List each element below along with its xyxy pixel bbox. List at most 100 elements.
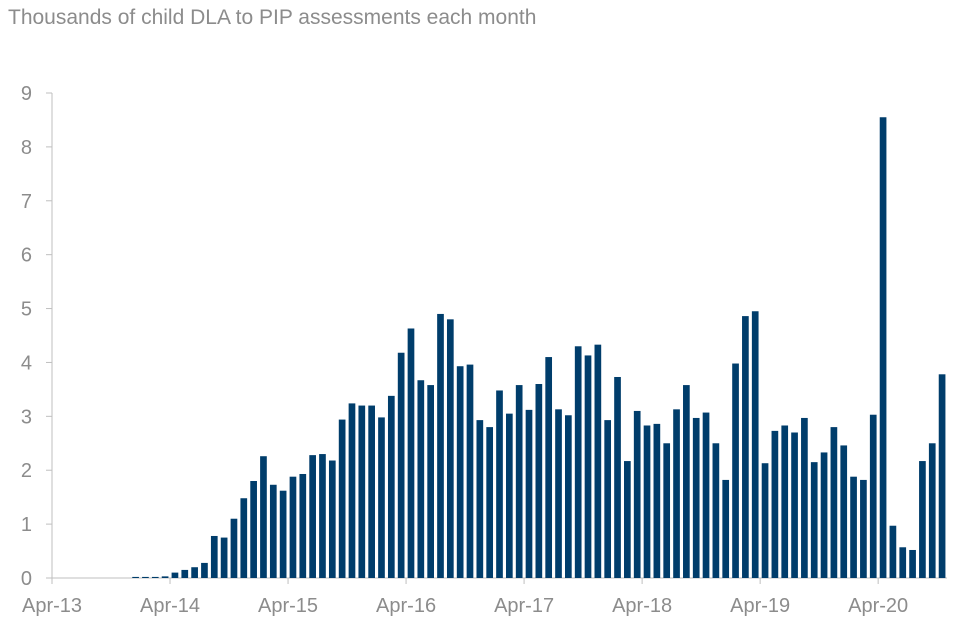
- bar: [427, 385, 434, 578]
- bar: [673, 409, 680, 578]
- y-tick-label: 4: [21, 352, 32, 374]
- chart-title: Thousands of child DLA to PIP assessment…: [8, 6, 537, 29]
- bar: [279, 490, 287, 578]
- bar: [545, 357, 553, 578]
- bar: [171, 572, 179, 578]
- bar: [810, 462, 818, 578]
- bar: [368, 405, 375, 578]
- bar: [594, 344, 602, 578]
- bar: [387, 395, 395, 578]
- y-axis: 0 1 2 3 4 5 6 7 8 9: [21, 83, 53, 590]
- bar: [919, 461, 926, 578]
- x-tick-label: Apr-14: [140, 595, 200, 617]
- bar: [338, 419, 346, 578]
- bar: [879, 117, 887, 578]
- bar: [250, 481, 257, 578]
- x-tick-label: Apr-17: [494, 595, 554, 617]
- bar: [565, 415, 572, 578]
- bar: [781, 425, 789, 578]
- bar: [850, 476, 857, 578]
- bar: [191, 567, 198, 578]
- x-tick-label: Apr-16: [376, 595, 436, 617]
- bar-series: [132, 117, 946, 578]
- y-tick-label: 1: [21, 514, 32, 536]
- bar: [240, 498, 248, 578]
- bar: [466, 364, 474, 578]
- bar: [801, 417, 808, 578]
- bar: [624, 461, 631, 578]
- y-tick-label: 6: [21, 245, 32, 267]
- bar: [289, 476, 297, 578]
- bar: [210, 535, 218, 578]
- bar: [437, 313, 444, 578]
- bar: [220, 537, 228, 578]
- bar: [201, 562, 208, 578]
- bar: [928, 443, 936, 578]
- x-tick-label: Apr-18: [612, 595, 672, 617]
- bar: [574, 346, 582, 578]
- bar: [732, 363, 739, 578]
- bar: [722, 479, 730, 578]
- y-tick-label: 2: [21, 460, 32, 482]
- bar: [446, 319, 454, 578]
- bar: [161, 576, 169, 578]
- bar: [840, 445, 848, 578]
- bar: [712, 443, 720, 578]
- y-tick-label: 0: [21, 568, 32, 590]
- bar: [505, 413, 513, 578]
- bar: [702, 412, 710, 578]
- bar: [820, 452, 828, 578]
- x-tick-label: Apr-15: [258, 595, 318, 617]
- y-tick-label: 7: [21, 191, 32, 213]
- bar: [142, 576, 149, 578]
- bar: [742, 316, 749, 578]
- bar: [260, 456, 267, 578]
- bar: [535, 384, 543, 578]
- bar: [496, 390, 503, 578]
- bar: [230, 518, 238, 578]
- bar: [771, 430, 779, 578]
- bar: [860, 479, 867, 578]
- bar: [869, 414, 877, 578]
- bar: [515, 385, 523, 578]
- bar: [584, 355, 592, 578]
- bar: [663, 443, 671, 578]
- y-tick-label: 9: [21, 83, 32, 105]
- x-axis: Apr-13 Apr-14 Apr-15 Apr-16 Apr-17 Apr-18 Apr-…: [22, 577, 947, 617]
- bar: [151, 576, 159, 578]
- bar: [299, 473, 307, 578]
- bar: [378, 417, 385, 578]
- bar: [683, 385, 690, 578]
- bar: [417, 380, 425, 578]
- bar: [358, 405, 366, 578]
- bar: [319, 454, 326, 578]
- bar: [604, 420, 612, 578]
- bar: [633, 410, 641, 578]
- bar: [486, 427, 494, 578]
- bar: [692, 417, 700, 578]
- y-tick-label: 5: [21, 299, 32, 321]
- x-tick-label: Apr-20: [848, 595, 908, 617]
- bar: [889, 525, 897, 578]
- bar: [348, 403, 356, 578]
- bar: [456, 366, 464, 578]
- bar: [830, 427, 838, 578]
- bar: [614, 376, 621, 578]
- bar: [938, 374, 946, 578]
- bar: [643, 425, 651, 578]
- bar: [525, 409, 533, 578]
- bar: [555, 409, 562, 578]
- bar: [909, 549, 916, 578]
- x-tick-label: Apr-19: [730, 595, 790, 617]
- bar: [269, 484, 277, 578]
- bar: [761, 463, 769, 578]
- bar: [397, 352, 405, 578]
- bar: [476, 420, 484, 578]
- bar: [653, 423, 661, 578]
- bar: [751, 311, 759, 578]
- bar: [791, 432, 798, 578]
- bar: [181, 569, 189, 578]
- bar: [132, 576, 139, 578]
- y-tick-label: 8: [21, 137, 32, 159]
